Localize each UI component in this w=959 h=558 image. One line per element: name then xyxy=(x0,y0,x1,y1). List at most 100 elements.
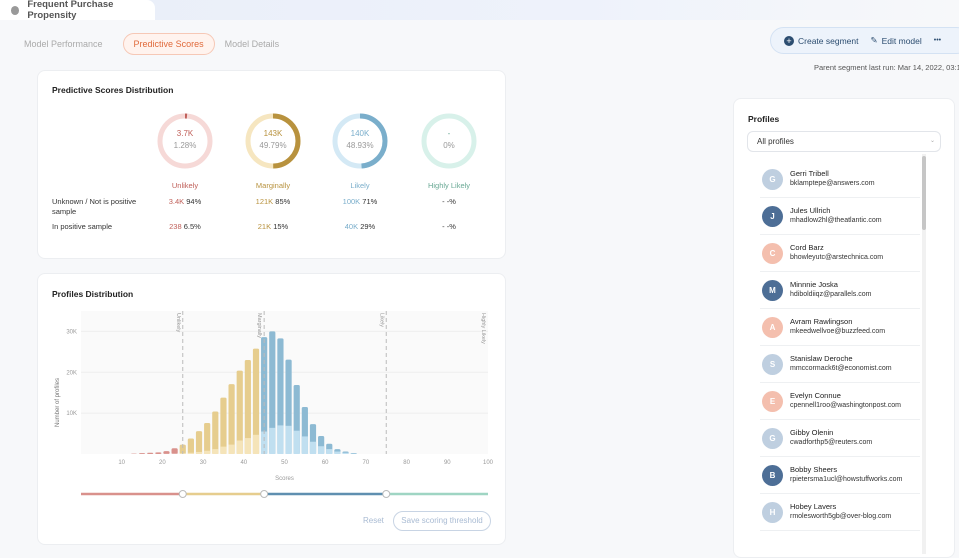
profile-email: hdiboldiiqz@parallels.com xyxy=(790,290,871,300)
threshold-slider-handle[interactable] xyxy=(261,491,268,498)
bar-positive xyxy=(220,447,226,454)
avatar: A xyxy=(762,317,783,338)
avatar: S xyxy=(762,354,783,375)
profiles-title: Profiles xyxy=(748,114,779,124)
threshold-label: Highly Likely xyxy=(480,313,486,344)
profile-name: Cord Barz xyxy=(790,243,883,253)
save-scoring-threshold-button[interactable]: Save scoring threshold xyxy=(393,511,491,531)
bar-positive xyxy=(237,441,243,454)
bar-positive xyxy=(326,449,332,454)
bar-positive xyxy=(318,446,324,454)
bar-positive xyxy=(261,432,267,454)
x-tick-label: 50 xyxy=(281,460,288,466)
plot-area xyxy=(81,311,488,454)
bar-total xyxy=(220,398,226,454)
avatar: C xyxy=(762,243,783,264)
bar-positive xyxy=(334,452,340,454)
threshold-label: Unlikely xyxy=(175,313,181,333)
y-tick-label: 30K xyxy=(66,329,77,335)
x-tick-label: 10 xyxy=(118,460,125,466)
scrollbar-thumb[interactable] xyxy=(922,156,926,230)
bar-total xyxy=(172,448,178,454)
profile-email: bhowleyutc@arstechnica.com xyxy=(790,253,883,263)
bar-total xyxy=(188,438,194,454)
bar-total xyxy=(163,451,169,454)
profile-email: mmccormack6t@economist.com xyxy=(790,364,892,374)
threshold-label: Likely xyxy=(378,313,384,327)
x-tick-label: 40 xyxy=(240,460,247,466)
bar-positive xyxy=(269,428,275,454)
bar-positive xyxy=(196,452,202,454)
bar-positive xyxy=(228,445,234,454)
bar-positive xyxy=(310,442,316,454)
profile-filter-select[interactable]: All profiles ⌄ xyxy=(747,131,941,152)
x-tick-label: 80 xyxy=(403,460,410,466)
bar-positive xyxy=(277,425,283,454)
bar-total xyxy=(139,453,145,454)
profile-email: cwadforthp5@reuters.com xyxy=(790,438,872,448)
bar-total xyxy=(204,423,210,454)
avatar: M xyxy=(762,280,783,301)
x-tick-label: 60 xyxy=(322,460,329,466)
bar-total xyxy=(147,453,153,454)
threshold-slider-handle[interactable] xyxy=(383,491,390,498)
x-tick-label: 20 xyxy=(159,460,166,466)
y-axis-label: Number of profiles xyxy=(55,378,61,427)
avatar: J xyxy=(762,206,783,227)
x-tick-label: 30 xyxy=(200,460,207,466)
avatar: B xyxy=(762,465,783,486)
bar-positive xyxy=(342,453,348,454)
chevron-down-icon: ⌄ xyxy=(930,132,935,151)
threshold-slider-handle[interactable] xyxy=(179,491,186,498)
x-axis-label: Scores xyxy=(275,476,294,482)
bar-positive xyxy=(253,435,259,454)
bar-positive xyxy=(294,431,300,454)
avatar: G xyxy=(762,428,783,449)
y-tick-label: 10K xyxy=(66,411,77,417)
profile-email: rpietersma1ucl@howstuffworks.com xyxy=(790,475,902,485)
profile-name: Minnnie Joska xyxy=(790,280,871,290)
bar-total xyxy=(212,412,218,454)
profile-name: Jules Ullrich xyxy=(790,206,882,216)
avatar: E xyxy=(762,391,783,412)
profile-name: Hobey Lavers xyxy=(790,502,891,512)
bar-total xyxy=(155,452,161,454)
profile-name: Evelyn Connue xyxy=(790,391,901,401)
profile-name: Bobby Sheers xyxy=(790,465,902,475)
avatar: G xyxy=(762,169,783,190)
bar-positive xyxy=(188,453,194,454)
bar-positive xyxy=(204,451,210,454)
x-tick-label: 90 xyxy=(444,460,451,466)
bar-positive xyxy=(212,449,218,454)
scrollbar[interactable] xyxy=(922,154,926,554)
bar-total xyxy=(228,384,234,454)
profile-name: Avram Rawlingson xyxy=(790,317,885,327)
bar-positive xyxy=(285,426,291,454)
reset-button[interactable]: Reset xyxy=(363,516,384,525)
bar-positive xyxy=(245,438,251,454)
x-tick-label: 100 xyxy=(483,460,494,466)
bar-total xyxy=(196,431,202,454)
profile-email: mhadlow2hl@theatlantic.com xyxy=(790,216,882,226)
x-tick-label: 70 xyxy=(363,460,370,466)
avatar: H xyxy=(762,502,783,523)
profile-name: Stanislaw Deroche xyxy=(790,354,892,364)
y-tick-label: 20K xyxy=(66,370,77,376)
profile-filter-value: All profiles xyxy=(757,137,794,146)
profile-email: mkeedwellvoe@buzzfeed.com xyxy=(790,327,885,337)
threshold-label: Marginally xyxy=(256,313,262,338)
bar-positive xyxy=(302,436,308,454)
profile-email: cpennell1roo@washingtonpost.com xyxy=(790,401,901,411)
